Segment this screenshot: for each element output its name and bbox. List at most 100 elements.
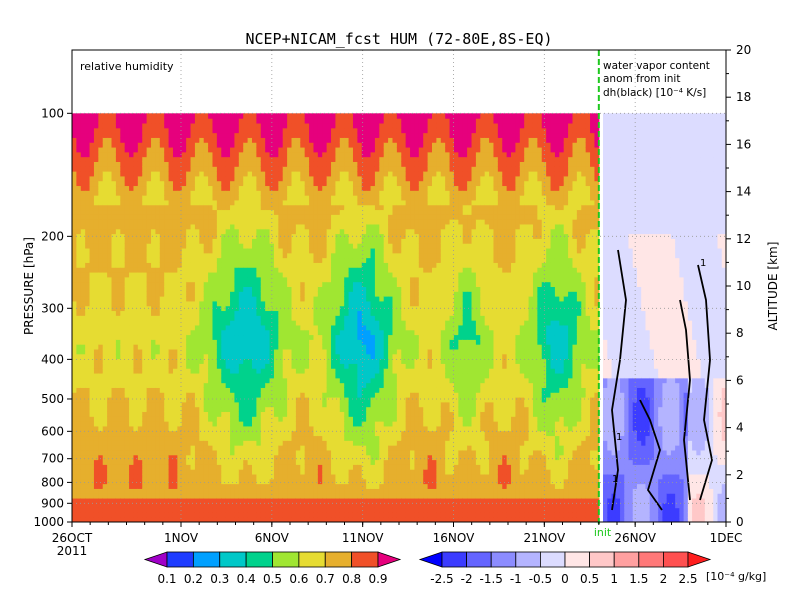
humidity-cell — [225, 440, 231, 446]
humidity-cell — [137, 401, 143, 408]
humidity-cell — [124, 161, 130, 167]
humidity-cell — [256, 228, 262, 235]
humidity-cell — [234, 469, 240, 475]
humidity-cell — [313, 421, 319, 427]
humidity-cell — [164, 156, 170, 162]
humidity-cell — [221, 281, 227, 287]
humidity-cell — [243, 382, 249, 388]
humidity-cell — [291, 445, 297, 451]
humidity-cell — [186, 324, 192, 331]
humidity-cell — [120, 425, 126, 432]
humidity-cell — [295, 363, 301, 369]
humidity-cell — [225, 199, 231, 206]
humidity-cell — [89, 478, 95, 485]
humidity-cell — [230, 132, 236, 138]
humidity-cell — [238, 132, 244, 138]
humidity-cell — [208, 416, 214, 422]
humidity-cell — [76, 137, 82, 143]
humidity-cell — [273, 175, 279, 182]
humidity-cell — [168, 339, 174, 345]
humidity-cell — [102, 267, 108, 273]
humidity-cell — [107, 435, 113, 441]
humidity-cell — [221, 324, 227, 331]
humidity-cell — [322, 271, 328, 278]
humidity-cell — [304, 358, 310, 364]
humidity-cell — [190, 435, 196, 441]
humidity-cell — [278, 377, 284, 384]
humidity-cell — [243, 228, 249, 235]
humidity-cell — [208, 454, 214, 461]
humidity-cell — [133, 286, 139, 292]
humidity-cell — [282, 353, 288, 360]
humidity-cell — [120, 113, 126, 119]
humidity-cell — [199, 219, 205, 225]
humidity-cell — [137, 464, 143, 470]
humidity-cell — [80, 252, 86, 259]
humidity-cell — [212, 296, 218, 302]
humidity-cell — [142, 372, 148, 379]
humidity-cell — [208, 238, 214, 244]
humidity-cell — [326, 478, 332, 485]
humidity-cell — [111, 118, 117, 124]
humidity-cell — [247, 291, 253, 297]
humidity-cell — [142, 151, 148, 158]
humidity-cell — [76, 464, 82, 470]
humidity-cell — [278, 473, 284, 480]
humidity-cell — [252, 493, 257, 499]
humidity-cell — [199, 262, 205, 268]
humidity-cell — [137, 276, 143, 283]
humidity-cell — [124, 497, 130, 504]
humidity-cell — [89, 363, 95, 369]
humidity-cell — [115, 132, 121, 138]
humidity-cell — [85, 512, 91, 518]
humidity-cell — [102, 488, 108, 494]
humidity-cell — [300, 459, 306, 465]
humidity-cell — [238, 329, 244, 336]
humidity-cell — [295, 257, 301, 263]
humidity-cell — [164, 209, 170, 215]
humidity-cell — [129, 445, 135, 451]
humidity-cell — [326, 430, 332, 437]
humidity-cell — [172, 223, 178, 230]
humidity-cell — [115, 127, 121, 134]
humidity-cell — [300, 387, 306, 393]
humidity-cell — [278, 411, 284, 417]
humidity-cell — [265, 440, 271, 446]
humidity-cell — [322, 257, 328, 263]
humidity-cell — [252, 469, 257, 475]
humidity-cell — [291, 185, 297, 191]
humidity-cell — [273, 118, 279, 124]
humidity-cell — [230, 488, 236, 494]
humidity-cell — [89, 353, 95, 360]
humidity-cell — [212, 454, 218, 461]
humidity-cell — [107, 372, 113, 379]
humidity-cell — [102, 209, 108, 215]
humidity-cell — [194, 425, 200, 432]
humidity-cell — [142, 507, 148, 513]
humidity-cell — [273, 401, 279, 408]
humidity-cell — [295, 185, 301, 191]
humidity-cell — [291, 416, 297, 422]
humidity-cell — [190, 445, 196, 451]
humidity-cell — [159, 473, 165, 480]
humidity-cell — [186, 396, 192, 403]
humidity-cell — [155, 339, 161, 345]
humidity-cell — [168, 276, 174, 283]
humidity-cell — [287, 478, 293, 485]
humidity-cell — [225, 161, 231, 167]
humidity-cell — [304, 204, 310, 211]
humidity-cell — [164, 473, 170, 480]
humidity-cell — [300, 416, 306, 422]
humidity-cell — [115, 175, 121, 182]
humidity-cell — [203, 401, 209, 408]
humidity-cell — [80, 401, 86, 408]
humidity-cell — [260, 353, 266, 360]
humidity-cell — [304, 493, 310, 499]
humidity-cell — [186, 171, 192, 177]
humidity-cell — [273, 180, 279, 187]
humidity-cell — [304, 315, 310, 321]
humidity-cell — [304, 137, 310, 143]
humidity-cell — [155, 310, 161, 316]
humidity-cell — [326, 497, 332, 504]
humidity-cell — [186, 372, 192, 379]
